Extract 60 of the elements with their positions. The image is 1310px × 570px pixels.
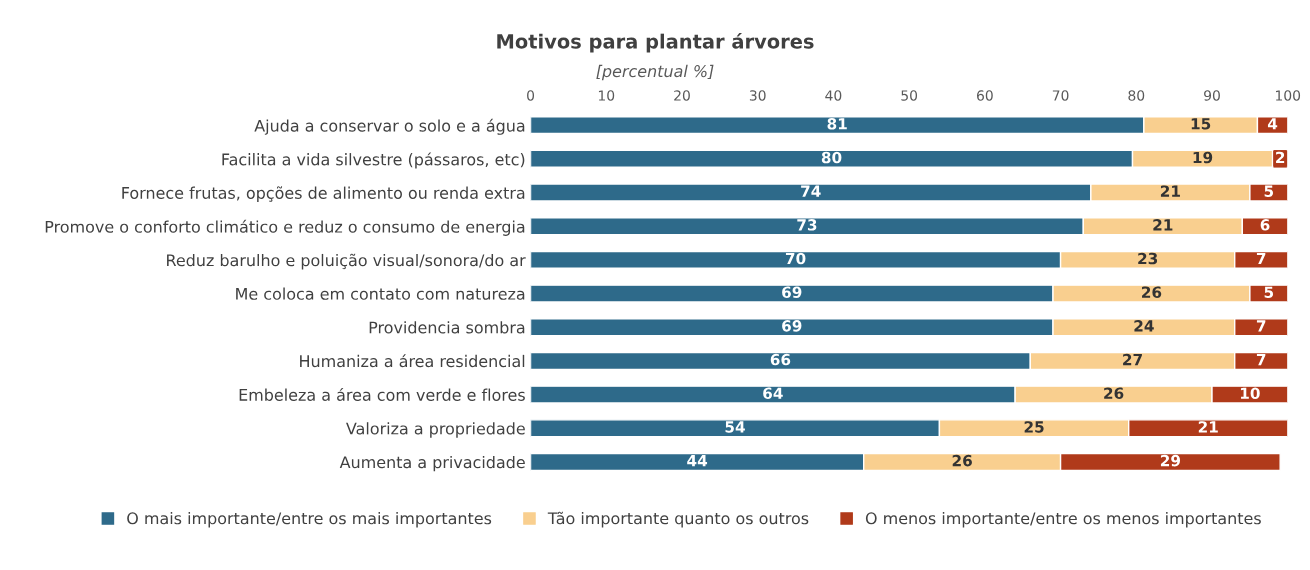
- data-label: 21: [1153, 219, 1173, 231]
- legend-label: Tão importante quanto os outros: [547, 511, 809, 528]
- y-tick-label: Promove o conforto climático e reduz o consumo de energia: [45, 219, 525, 236]
- data-label: 74: [801, 185, 821, 197]
- y-tick-label: Aumenta a privacidade: [339, 455, 525, 472]
- data-label: 15: [1191, 118, 1211, 130]
- data-label: 7: [1256, 252, 1266, 265]
- data-label: 44: [687, 455, 708, 467]
- data-label: 7: [1256, 320, 1266, 332]
- y-tick-label: Fornece frutas, opções de alimento ou renda extra: [122, 186, 525, 203]
- x-tick-label: 60: [976, 90, 993, 101]
- y-tick-label: Valoriza a propriedade: [346, 422, 525, 438]
- data-label: 26: [1104, 387, 1124, 400]
- data-label: 5: [1264, 185, 1274, 197]
- data-label: 2: [1276, 151, 1285, 164]
- data-label: 64: [763, 387, 783, 400]
- data-label: 7: [1256, 353, 1266, 366]
- x-tick-label: 90: [1204, 90, 1220, 101]
- data-label: 26: [952, 454, 972, 467]
- data-label: 10: [1240, 387, 1260, 400]
- y-tick-label: Providencia sombra: [369, 321, 525, 334]
- data-label: 29: [1160, 454, 1181, 467]
- data-label: 69: [782, 286, 802, 298]
- data-label: 25: [1024, 421, 1044, 433]
- data-label: 27: [1123, 353, 1142, 366]
- data-label: 5: [1264, 286, 1274, 298]
- data-label: 19: [1193, 151, 1213, 164]
- y-tick-label: Humaniza a área residencial: [300, 354, 525, 368]
- chart-title: Motivos para plantar árvores: [497, 32, 814, 53]
- data-label: 70: [785, 252, 806, 265]
- x-tick-label: 80: [1128, 90, 1145, 101]
- y-tick-label: Me coloca em contato com natureza: [236, 287, 525, 300]
- data-label: 81: [827, 118, 847, 130]
- data-label: 26: [1142, 286, 1162, 298]
- chart-subtitle: [percentual %]: [596, 64, 714, 81]
- y-tick-label: Ajuda a conservar o solo e a água: [254, 118, 525, 135]
- x-tick-label: 40: [825, 90, 842, 101]
- data-label: 21: [1198, 421, 1218, 433]
- x-tick-label: 20: [674, 90, 690, 101]
- data-label: 6: [1260, 219, 1270, 231]
- x-tick-label: 0: [527, 90, 535, 101]
- data-label: 21: [1160, 185, 1180, 197]
- data-label: 24: [1134, 320, 1154, 332]
- data-label: 23: [1138, 252, 1158, 265]
- x-tick-label: 10: [598, 90, 615, 101]
- y-tick-label: Facilita a vida silvestre (pássaros, etc): [222, 152, 525, 169]
- x-tick-label: 70: [1052, 90, 1069, 101]
- data-label: 4: [1267, 118, 1278, 130]
- y-tick-label: Embeleza a área com verde e flores: [239, 387, 525, 401]
- data-label: 80: [821, 151, 842, 164]
- x-tick-label: 50: [901, 90, 918, 101]
- x-tick-label: 100: [1276, 90, 1301, 101]
- x-tick-label: 30: [749, 90, 766, 101]
- y-tick-label: Reduz barulho e poluição visual/sonora/do ar: [167, 253, 526, 270]
- data-label: 73: [797, 219, 817, 231]
- legend-label: O menos importante/entre os menos importantes: [865, 511, 1261, 528]
- data-label: 54: [725, 421, 745, 433]
- data-label: 66: [770, 353, 791, 366]
- legend-label: O mais importante/entre os mais importantes: [127, 511, 492, 528]
- data-label: 69: [782, 320, 802, 332]
